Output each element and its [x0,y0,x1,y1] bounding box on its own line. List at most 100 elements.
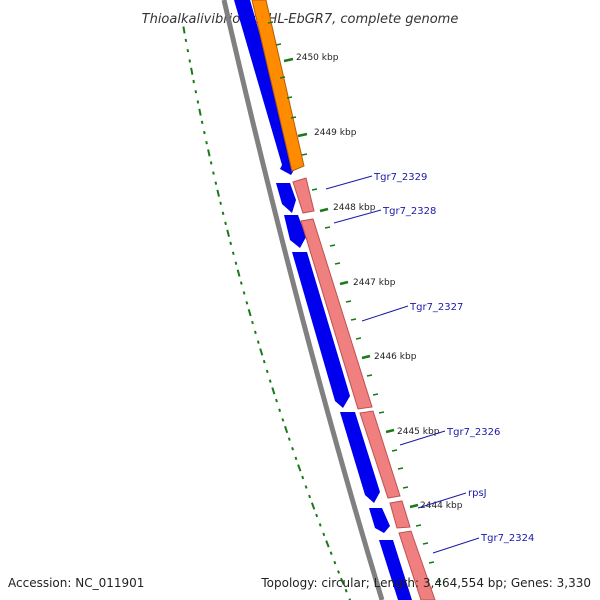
tick-2445 [385,428,395,434]
leader-tgr7-2328 [333,209,382,224]
gc-dash [318,523,322,527]
gc-dash [310,502,316,510]
gene-label-tgr7-2324[interactable]: Tgr7_2324 [480,533,534,544]
gc-dash [254,330,257,335]
tick-label-2445: 2445 kbp [397,427,440,437]
cds-reverse-4 [389,500,411,529]
gc-dash [234,261,238,265]
map-title: Thioalkalivibrio sp. HL-EbGR7, complete … [142,12,459,27]
cds-forward-1 [234,0,297,175]
leader-tgr7-2326 [399,430,446,446]
gc-dash [271,387,276,395]
gc-dash [301,475,305,480]
gc-dash [322,532,326,537]
accession-text: Accession: NC_011901 [8,576,144,590]
gc-dash [207,149,211,157]
cds-forward-2 [276,183,296,213]
gc-dash [212,171,215,175]
cds-reverse-orange [251,0,305,172]
gc-dash [262,359,266,364]
leader-tgr7-2324 [432,537,480,554]
gc-dash [205,140,208,145]
tick-2450 [283,57,294,63]
gc-dash [265,369,269,374]
gc-dash [209,161,213,165]
gene-label-tgr7-2327[interactable]: Tgr7_2327 [409,302,463,313]
gc-dash [291,446,295,451]
cds-reverse-1 [292,177,315,214]
gc-dash [231,251,235,255]
tick-2448 [319,207,329,213]
leader-tgr7-2329 [325,175,373,190]
tick-2444 [409,503,419,509]
gc-dash [224,221,227,226]
gc-dash [239,281,243,285]
gc-dash [348,598,352,600]
tick-label-2450: 2450 kbp [296,53,339,63]
gc-dash [214,181,218,185]
genome-summary-text: Topology: circular; Length: 3,464,554 bp… [260,576,591,590]
gc-dash [340,577,345,585]
cds-forward-7 [379,540,412,600]
gc-dash [304,485,308,489]
cds-forward-4 [292,252,350,408]
gc-dash [294,456,298,461]
forward-strand [234,0,412,600]
gc-dash [247,309,252,317]
gc-dash [236,269,241,277]
tick-2447 [339,280,349,286]
backbone-line [221,0,385,600]
gene-label-rpsj[interactable]: rpsJ [468,488,487,499]
cds-reverse-2 [300,218,373,410]
gc-dash [190,67,194,75]
cds-forward-3 [284,215,306,248]
gene-label-tgr7-2326[interactable]: Tgr7_2326 [446,427,500,438]
gc-dash [184,38,188,43]
cds-reverse-5 [398,530,436,600]
cds-forward-5 [340,412,380,503]
tick-label-2448: 2448 kbp [333,203,376,213]
gene-label-tgr7-2328[interactable]: Tgr7_2328 [382,206,436,217]
gc-dash [308,494,312,499]
gc-dash [226,229,230,237]
gc-dash [275,398,278,403]
tick-label-2447: 2447 kbp [353,278,396,288]
gc-dash [325,540,330,548]
gc-dash [287,437,291,441]
gc-dash [221,211,225,216]
scale-tick-minor [267,21,442,583]
gc-dash [188,59,191,63]
gc-dash [182,26,186,34]
gc-dash [259,348,264,356]
gene-label-leaders [325,175,480,554]
gene-label-tgr7-2329[interactable]: Tgr7_2329 [373,172,427,183]
gc-dash [203,130,206,135]
gc-dash [196,100,200,104]
gc-dash [344,588,348,593]
gc-dash [337,570,341,574]
gc-dash [245,301,249,305]
tick-label-2449: 2449 kbp [314,128,357,138]
gc-dash [297,464,302,472]
gc-dash [278,408,282,412]
gc-dash [198,108,202,116]
gc-dash [242,291,246,295]
gc-dash [219,201,222,205]
cds-reverse-3 [359,410,401,499]
gc-dash [281,418,285,422]
gc-dash [216,189,220,197]
gc-content-ring [182,26,352,600]
leader-tgr7-2327 [361,305,409,322]
gc-dash [268,379,272,383]
tick-2449 [297,132,308,138]
gc-dash [186,48,190,53]
gc-dash [251,320,254,325]
gc-dash [200,120,204,125]
tick-label-2446: 2446 kbp [374,352,417,362]
tick-2446 [361,354,371,360]
leader-rpsj [417,492,467,509]
tick-label-2444: 2444 kbp [420,501,463,511]
gc-dash [229,241,233,246]
